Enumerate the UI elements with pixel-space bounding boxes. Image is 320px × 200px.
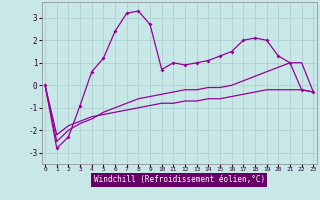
X-axis label: Windchill (Refroidissement éolien,°C): Windchill (Refroidissement éolien,°C) (94, 175, 265, 184)
